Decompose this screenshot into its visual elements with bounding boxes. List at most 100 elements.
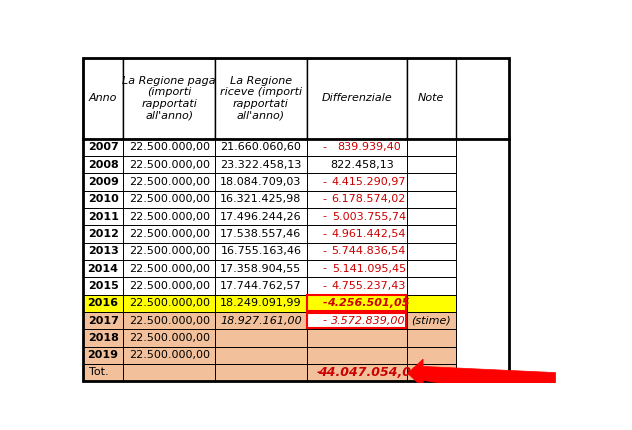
Bar <box>407 173 456 190</box>
Bar <box>123 58 215 138</box>
Text: 3.572.839,00: 3.572.839,00 <box>331 316 406 326</box>
Bar <box>307 313 406 329</box>
Text: 2013: 2013 <box>88 246 118 256</box>
Text: 2019: 2019 <box>88 350 119 360</box>
Polygon shape <box>408 359 556 402</box>
Bar <box>215 364 307 381</box>
Text: 22.500.000,00: 22.500.000,00 <box>129 142 210 152</box>
Text: 4.755.237,43: 4.755.237,43 <box>332 281 406 291</box>
Bar <box>215 312 307 329</box>
Text: 2014: 2014 <box>88 264 119 273</box>
Text: 17.358.904,55: 17.358.904,55 <box>220 264 301 273</box>
Text: 23.322.458,13: 23.322.458,13 <box>220 160 301 169</box>
Text: La Regione paga
(importi
rapportati
all'anno): La Regione paga (importi rapportati all'… <box>123 76 216 120</box>
Text: 2015: 2015 <box>88 281 118 291</box>
Text: 22.500.000,00: 22.500.000,00 <box>129 281 210 291</box>
Bar <box>83 225 123 243</box>
Bar <box>123 225 215 243</box>
Text: 5.141.095,45: 5.141.095,45 <box>332 264 406 273</box>
Bar <box>83 173 123 190</box>
Text: -: - <box>323 264 327 273</box>
Bar <box>307 138 407 156</box>
Bar <box>83 58 509 381</box>
Bar <box>83 295 123 312</box>
Bar <box>83 260 123 277</box>
Text: La Regione
riceve (importi
rapportati
all'anno): La Regione riceve (importi rapportati al… <box>220 76 302 120</box>
Text: 22.500.000,00: 22.500.000,00 <box>129 212 210 221</box>
Bar <box>307 190 407 208</box>
Text: 4.256.501,05: 4.256.501,05 <box>327 298 410 308</box>
Text: 22.500.000,00: 22.500.000,00 <box>129 194 210 204</box>
Text: 2011: 2011 <box>88 212 119 221</box>
Bar <box>123 190 215 208</box>
Bar <box>407 156 456 173</box>
Text: 22.500.000,00: 22.500.000,00 <box>129 177 210 187</box>
Bar <box>215 173 307 190</box>
Text: -: - <box>322 298 327 308</box>
Text: 22.500.000,00: 22.500.000,00 <box>129 246 210 256</box>
Bar <box>407 347 456 364</box>
Bar <box>83 312 123 329</box>
Bar <box>307 208 407 225</box>
Text: 16.321.425,98: 16.321.425,98 <box>220 194 301 204</box>
Text: 17.744.762,57: 17.744.762,57 <box>220 281 301 291</box>
Text: -: - <box>323 177 327 187</box>
Bar <box>307 364 407 381</box>
Text: 22.500.000,00: 22.500.000,00 <box>129 333 210 343</box>
Text: -: - <box>323 281 327 291</box>
Bar <box>123 312 215 329</box>
Text: 822.458,13: 822.458,13 <box>330 160 394 169</box>
Bar <box>83 277 123 295</box>
Bar <box>83 138 123 156</box>
Bar <box>407 329 456 347</box>
Bar <box>83 156 123 173</box>
Bar <box>307 329 407 347</box>
Bar <box>123 173 215 190</box>
Text: 839.939,40: 839.939,40 <box>337 142 401 152</box>
Bar <box>83 329 123 347</box>
Text: 2010: 2010 <box>88 194 118 204</box>
Text: 17.496.244,26: 17.496.244,26 <box>220 212 301 221</box>
Bar <box>215 190 307 208</box>
Text: -: - <box>323 316 327 326</box>
Text: -: - <box>323 316 327 326</box>
Text: 16.755.163,46: 16.755.163,46 <box>221 246 301 256</box>
Text: 21.660.060,60: 21.660.060,60 <box>221 142 301 152</box>
Bar <box>83 58 123 138</box>
Text: 2007: 2007 <box>88 142 118 152</box>
Text: 5.003.755,74: 5.003.755,74 <box>332 212 406 221</box>
Bar <box>123 329 215 347</box>
Bar <box>307 277 407 295</box>
Text: 18.927.161,00: 18.927.161,00 <box>220 316 301 326</box>
Text: 5.744.836,54: 5.744.836,54 <box>332 246 406 256</box>
Bar <box>407 312 456 329</box>
Bar <box>307 295 406 311</box>
Bar <box>215 156 307 173</box>
Bar <box>407 225 456 243</box>
Text: Tot.: Tot. <box>89 368 109 378</box>
Bar <box>123 138 215 156</box>
Text: 44.047.054,01: 44.047.054,01 <box>318 366 420 379</box>
Text: 2017: 2017 <box>88 316 119 326</box>
Bar <box>307 173 407 190</box>
Bar <box>215 243 307 260</box>
Text: 22.500.000,00: 22.500.000,00 <box>129 229 210 239</box>
Bar <box>123 277 215 295</box>
Bar <box>307 243 407 260</box>
Bar <box>407 260 456 277</box>
Bar <box>215 295 307 312</box>
Bar <box>215 138 307 156</box>
Text: -: - <box>323 246 327 256</box>
Text: -: - <box>317 366 322 379</box>
Bar <box>407 138 456 156</box>
Bar <box>83 364 123 381</box>
Text: (stime): (stime) <box>411 316 451 326</box>
Text: 2012: 2012 <box>88 229 119 239</box>
Text: 18.249.091,99: 18.249.091,99 <box>220 298 301 308</box>
Bar <box>123 347 215 364</box>
Text: 2008: 2008 <box>88 160 118 169</box>
Bar <box>123 208 215 225</box>
Bar <box>215 260 307 277</box>
Bar <box>215 277 307 295</box>
Text: 4.415.290,97: 4.415.290,97 <box>332 177 406 187</box>
